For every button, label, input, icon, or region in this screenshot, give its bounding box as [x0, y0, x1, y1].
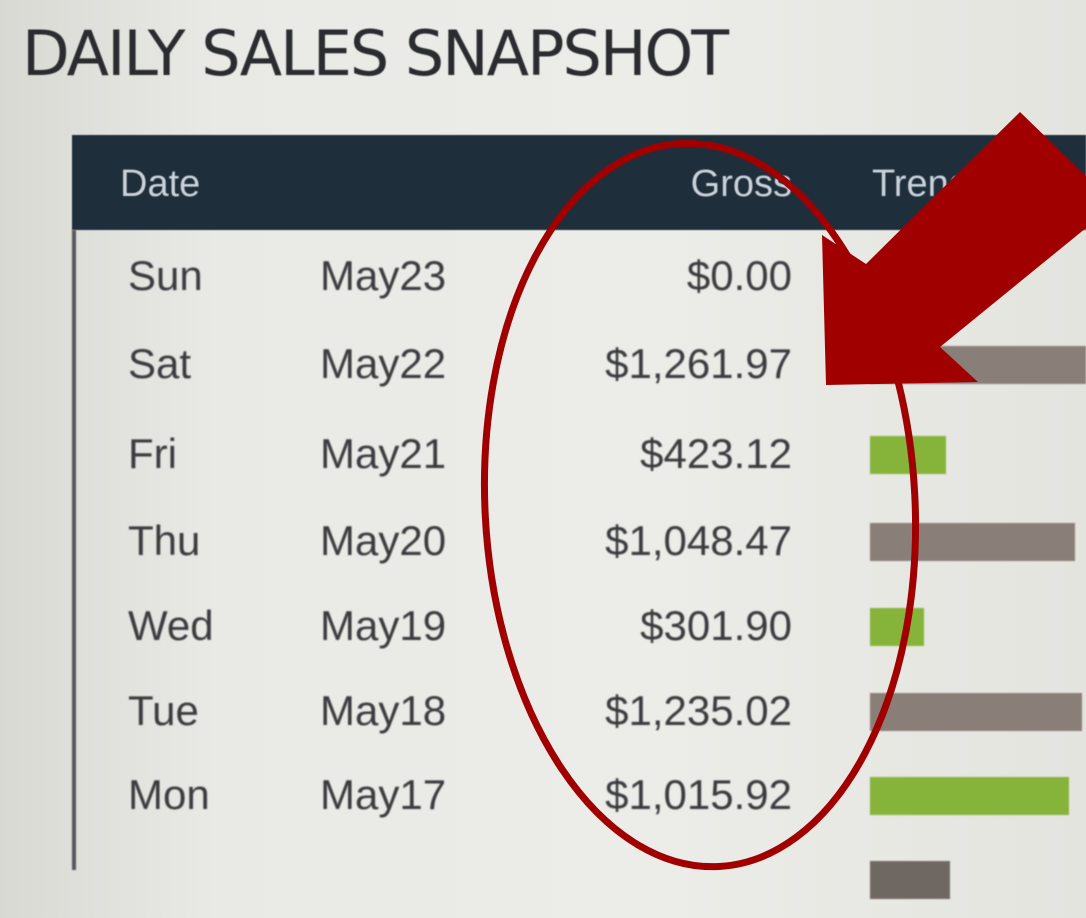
row-gross: $423.12 [640, 430, 792, 477]
row-day: Tue [128, 687, 199, 734]
row-day: Sat [128, 340, 192, 387]
row-day: Fri [128, 430, 177, 477]
table-row[interactable]: Sun May23 $0.00 [72, 230, 1086, 315]
row-date: May22 [320, 340, 447, 387]
row-gross: $1,015.92 [605, 771, 792, 818]
row-gross: $1,235.02 [605, 687, 792, 734]
row-day: Mon [128, 771, 210, 818]
red-arrow-icon [822, 112, 1086, 385]
row-gross: $1,048.47 [605, 517, 792, 564]
row-gross: $301.90 [640, 602, 792, 649]
trend-bar [870, 523, 1076, 561]
sales-table: Date Gross Trend Sun May23 $0.00 Sat May… [72, 135, 1086, 899]
highlight-ellipse [480, 139, 920, 871]
row-date: May19 [320, 602, 447, 649]
row-day: Sun [128, 252, 203, 299]
row-day: Thu [128, 517, 201, 564]
row-date: May23 [320, 252, 447, 299]
trend-bar [870, 693, 1082, 731]
table-row[interactable]: Tue May18 $1,235.02 [72, 665, 1086, 750]
table-border [72, 230, 76, 870]
table-row[interactable]: Mon May17 $1,015.92 [72, 749, 1086, 834]
row-date: May18 [320, 687, 447, 734]
table-row[interactable]: Thu May20 $1,048.47 [72, 495, 1086, 580]
table-row[interactable]: Wed May19 $301.90 [72, 580, 1086, 665]
row-date: May17 [320, 771, 447, 818]
row-gross: $1,261.97 [605, 340, 792, 387]
trend-bar [870, 777, 1069, 815]
row-date: May20 [320, 517, 447, 564]
row-date: May21 [320, 430, 447, 477]
row-day: Wed [128, 602, 214, 649]
annotation-overlay [480, 112, 1086, 871]
header-date[interactable]: Date [120, 163, 201, 205]
page-title: DAILY SALES SNAPSHOT [22, 17, 729, 90]
table-row[interactable]: Fri May21 $423.12 [72, 408, 1086, 493]
row-gross: $0.00 [686, 252, 792, 299]
trend-bar [870, 608, 924, 646]
